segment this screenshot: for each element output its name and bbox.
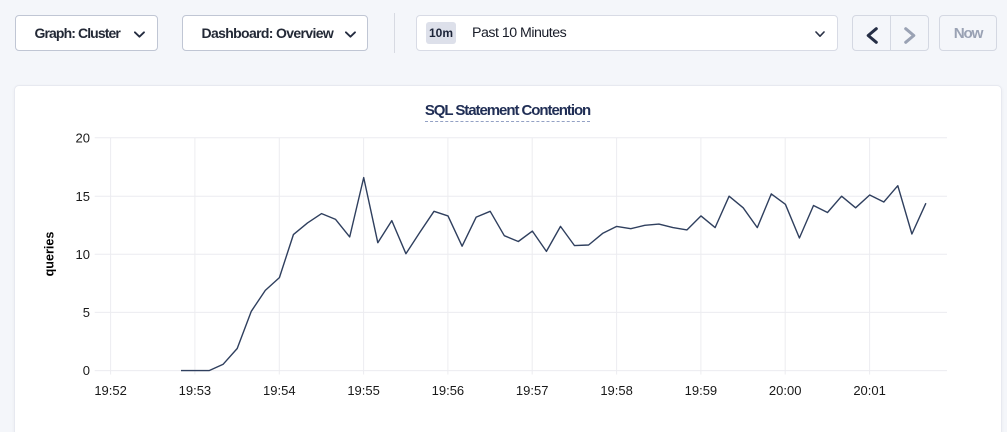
svg-text:5: 5: [83, 305, 90, 320]
svg-text:20:01: 20:01: [853, 383, 886, 398]
svg-text:19:58: 19:58: [600, 383, 633, 398]
svg-text:19:56: 19:56: [432, 383, 465, 398]
svg-text:19:59: 19:59: [685, 383, 718, 398]
svg-text:20: 20: [76, 130, 90, 145]
svg-text:queries: queries: [42, 232, 56, 277]
svg-text:19:57: 19:57: [516, 383, 549, 398]
svg-text:19:52: 19:52: [94, 383, 127, 398]
svg-text:19:55: 19:55: [347, 383, 380, 398]
svg-text:0: 0: [83, 363, 90, 378]
svg-text:19:53: 19:53: [179, 383, 212, 398]
svg-text:15: 15: [76, 189, 90, 204]
svg-text:10: 10: [76, 247, 90, 262]
svg-text:20:00: 20:00: [769, 383, 802, 398]
svg-text:19:54: 19:54: [263, 383, 296, 398]
